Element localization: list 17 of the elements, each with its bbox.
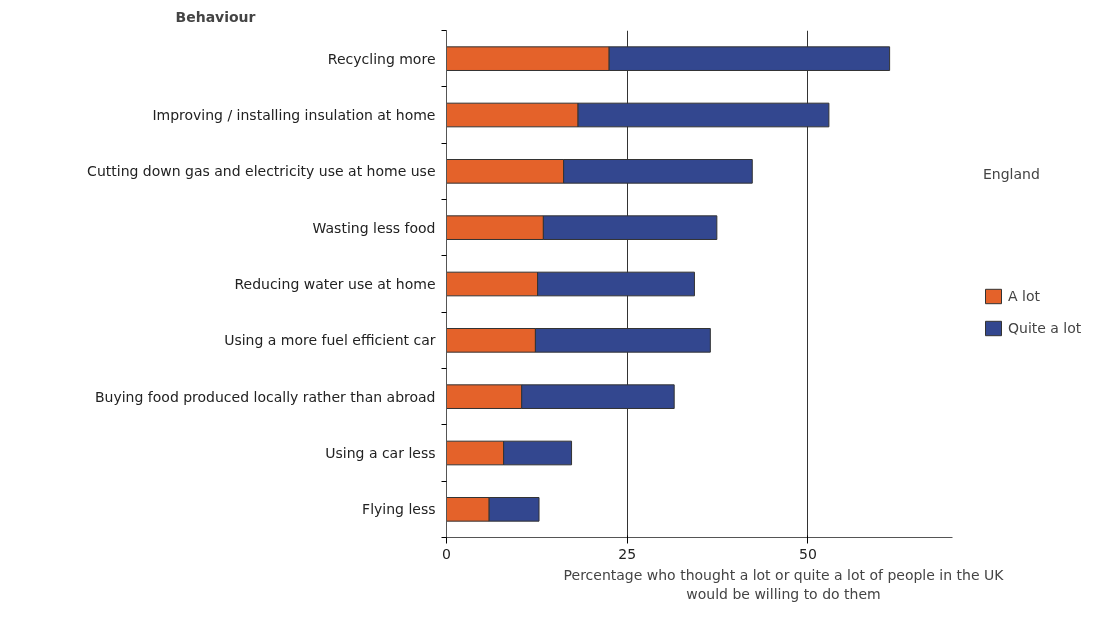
y-tick-label: Buying food produced locally rather than abroad	[94, 388, 436, 405]
legend-title: England	[983, 166, 1041, 182]
y-tick-label: Cutting down gas and electricity use at home use	[87, 163, 436, 180]
x-tick-label: 25	[618, 545, 637, 562]
y-axis-title: Behaviour	[175, 8, 256, 25]
legend-label: Quite a lot	[1008, 320, 1082, 336]
x-tick-label: 50	[799, 545, 817, 562]
y-tick-label: Wasting less food	[312, 219, 436, 236]
y-tick-label: Using a more fuel efficient car	[224, 332, 436, 349]
x-tick-label: 0	[442, 545, 451, 562]
legend-label: A lot	[1008, 288, 1040, 304]
y-tick-label: Flying less	[362, 501, 436, 518]
y-tick-label: Reducing water use at home	[234, 276, 436, 292]
y-tick-label: Using a car less	[325, 445, 436, 461]
y-tick-label: Recycling more	[327, 50, 436, 67]
y-tick-label: Improving / installing insulation at home	[152, 107, 436, 123]
x-axis-title: Percentage who thought a lot or quite a lot of people in the UK would be willing to do them	[563, 566, 1005, 602]
